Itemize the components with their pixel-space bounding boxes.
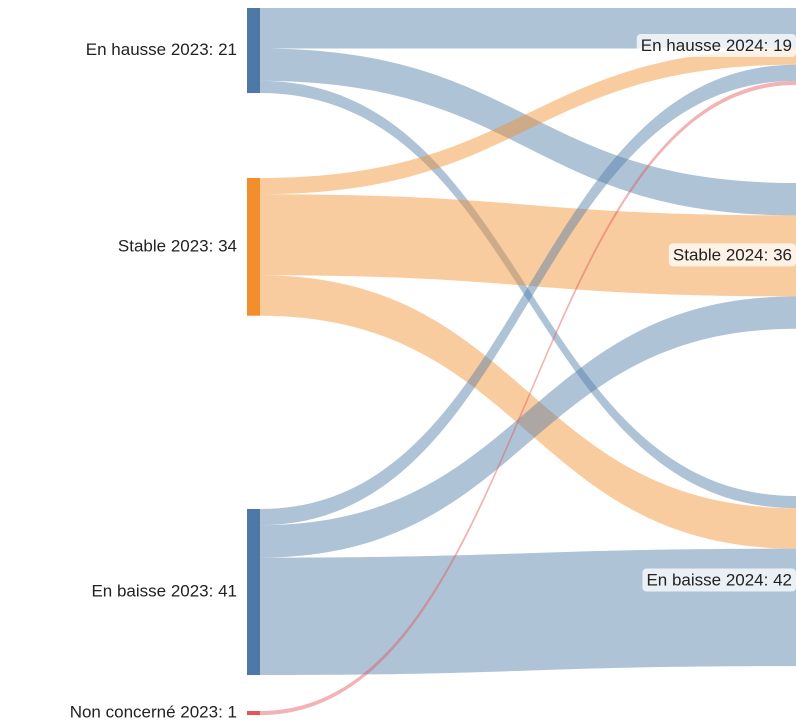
node-label: En baisse 2024: 42	[646, 571, 792, 590]
node	[247, 8, 260, 94]
label-background	[668, 243, 796, 267]
link	[260, 548, 796, 676]
node-label: En baisse 2023: 41	[91, 582, 237, 601]
node-label: En hausse 2024: 19	[641, 36, 792, 55]
node-label-group: Stable 2024: 36	[668, 243, 796, 267]
node-label-group: En hausse 2024: 19	[636, 33, 796, 57]
node-label-group: En baisse 2024: 42	[642, 568, 796, 592]
node	[247, 178, 260, 316]
link	[260, 296, 796, 558]
label-background	[642, 568, 796, 592]
node-label: En hausse 2023: 21	[86, 40, 237, 59]
link	[260, 80, 796, 509]
node-label: Stable 2024: 36	[673, 245, 792, 264]
node-label: Non concerné 2023: 1	[70, 703, 237, 722]
link	[260, 194, 796, 297]
link	[260, 64, 796, 526]
link	[260, 275, 796, 549]
link	[260, 80, 796, 716]
node	[247, 711, 260, 716]
links	[260, 8, 796, 716]
label-background	[636, 33, 796, 57]
node	[247, 509, 260, 676]
link	[260, 48, 796, 195]
node-label: Stable 2023: 34	[118, 236, 237, 255]
link	[260, 48, 796, 216]
